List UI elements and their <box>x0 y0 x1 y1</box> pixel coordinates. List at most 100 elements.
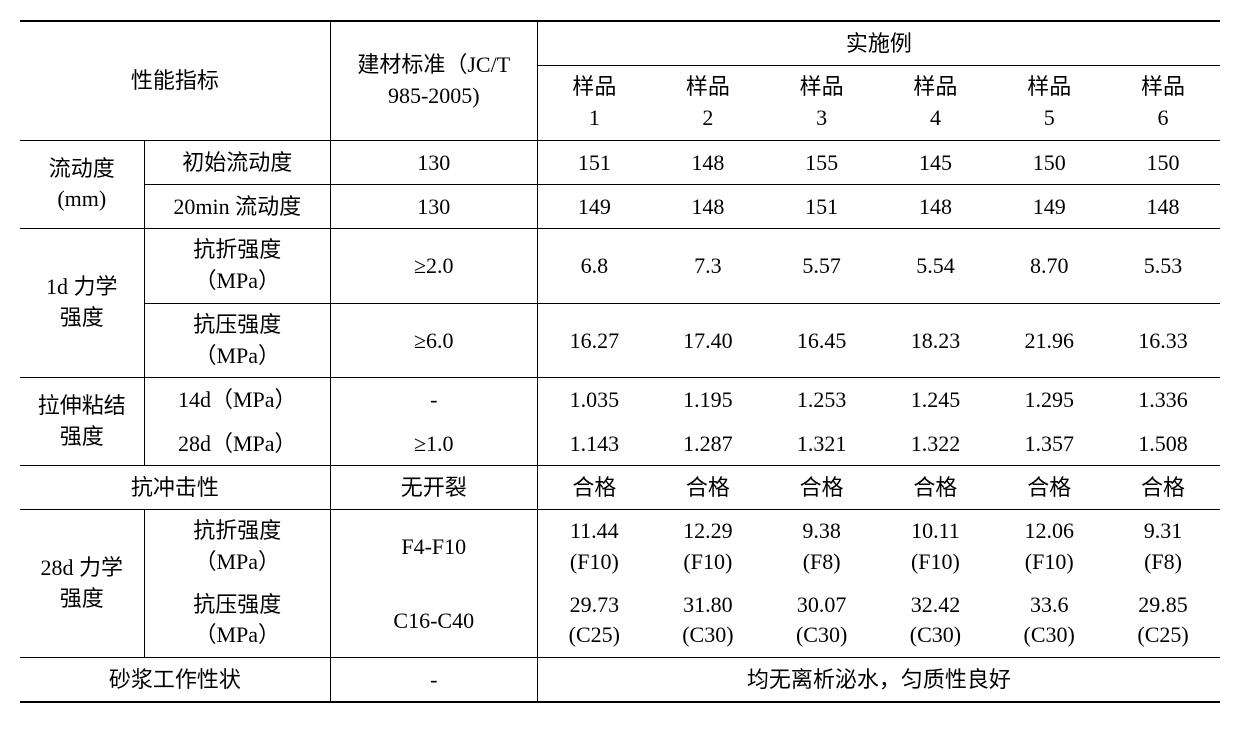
cell: 11.44(F10) <box>537 509 651 583</box>
cell: 1.287 <box>651 422 765 466</box>
cell: 16.45 <box>765 303 879 378</box>
cell: 148 <box>879 184 993 228</box>
bond-28d-name: 28d（MPa） <box>144 422 330 466</box>
d28-flex-std: F4-F10 <box>330 509 537 583</box>
cell: 8.70 <box>992 229 1106 304</box>
cell: 148 <box>651 140 765 184</box>
sample-1: 样品1 <box>537 66 651 141</box>
sample-6: 样品6 <box>1106 66 1220 141</box>
bond-28d-std: ≥1.0 <box>330 422 537 466</box>
cell: 1.295 <box>992 378 1106 422</box>
val: 10.11 <box>911 518 960 543</box>
cell: 148 <box>651 184 765 228</box>
cell: 6.8 <box>537 229 651 304</box>
flow-20min-std: 130 <box>330 184 537 228</box>
cell: 150 <box>1106 140 1220 184</box>
cell: 1.336 <box>1106 378 1220 422</box>
d28-comp-std: C16-C40 <box>330 584 537 658</box>
cell: 合格 <box>765 465 879 509</box>
cell: 151 <box>537 140 651 184</box>
cell: 18.23 <box>879 303 993 378</box>
grade: (C30) <box>682 622 733 647</box>
d28-label: 28d 力学强度 <box>20 509 144 657</box>
val: 9.38 <box>802 518 841 543</box>
cell: 17.40 <box>651 303 765 378</box>
d28-flex-name: 抗折强度（MPa） <box>144 509 330 583</box>
workability-row: 砂浆工作性状 - 均无离析泌水，匀质性良好 <box>20 658 1220 703</box>
work-note: 均无离析泌水，匀质性良好 <box>537 658 1220 703</box>
cell: 29.85(C25) <box>1106 584 1220 658</box>
cell: 1.035 <box>537 378 651 422</box>
cell: 149 <box>992 184 1106 228</box>
cell: 合格 <box>992 465 1106 509</box>
grade: (F8) <box>803 549 841 574</box>
bond-14d-name: 14d（MPa） <box>144 378 330 422</box>
flow-initial-name: 初始流动度 <box>144 140 330 184</box>
val: 12.06 <box>1024 518 1074 543</box>
grade: (F10) <box>1025 549 1074 574</box>
d1-label: 1d 力学强度 <box>20 229 144 378</box>
grade: (C30) <box>910 622 961 647</box>
cell: 30.07(C30) <box>765 584 879 658</box>
cell: 145 <box>879 140 993 184</box>
grade: (F10) <box>683 549 732 574</box>
table-header-row: 性能指标 建材标准（JC/T 985-2005) 实施例 <box>20 21 1220 66</box>
cell: 33.6 (C30) <box>992 584 1106 658</box>
cell: 合格 <box>1106 465 1220 509</box>
cell: 29.73(C25) <box>537 584 651 658</box>
val: 30.07 <box>797 592 847 617</box>
sample-2: 样品2 <box>651 66 765 141</box>
cell: 1.253 <box>765 378 879 422</box>
bond-28d-row: 28d（MPa） ≥1.0 1.143 1.287 1.321 1.322 1.… <box>20 422 1220 466</box>
val: 12.29 <box>683 518 733 543</box>
cell: 31.80 (C30) <box>651 584 765 658</box>
cell: 149 <box>537 184 651 228</box>
cell: 合格 <box>651 465 765 509</box>
cell: 150 <box>992 140 1106 184</box>
val: 9.31 <box>1144 518 1183 543</box>
cell: 7.3 <box>651 229 765 304</box>
flow-20min-row: 20min 流动度 130 149 148 151 148 149 148 <box>20 184 1220 228</box>
val: 33.6 <box>1030 592 1069 617</box>
cell: 1.321 <box>765 422 879 466</box>
cell: 155 <box>765 140 879 184</box>
d1-comp-row: 抗压强度（MPa） ≥6.0 16.27 17.40 16.45 18.23 2… <box>20 303 1220 378</box>
cell: 9.38 (F8) <box>765 509 879 583</box>
cell: 1.245 <box>879 378 993 422</box>
col-metric: 性能指标 <box>20 21 330 140</box>
cell: 21.96 <box>992 303 1106 378</box>
grade: (C30) <box>1024 622 1075 647</box>
cell: 32.42 (C30) <box>879 584 993 658</box>
cell: 5.57 <box>765 229 879 304</box>
cell: 148 <box>1106 184 1220 228</box>
cell: 12.29 (F10) <box>651 509 765 583</box>
cell: 1.195 <box>651 378 765 422</box>
cell: 151 <box>765 184 879 228</box>
flow-initial-row: 流动度(mm) 初始流动度 130 151 148 155 145 150 15… <box>20 140 1220 184</box>
val: 32.42 <box>911 592 961 617</box>
col-examples: 实施例 <box>537 21 1220 66</box>
cell: 16.27 <box>537 303 651 378</box>
val: 31.80 <box>683 592 733 617</box>
val: 11.44 <box>570 518 619 543</box>
cell: 12.06 (F10) <box>992 509 1106 583</box>
impact-label: 抗冲击性 <box>20 465 330 509</box>
flow-label: 流动度(mm) <box>20 140 144 228</box>
impact-row: 抗冲击性 无开裂 合格 合格 合格 合格 合格 合格 <box>20 465 1220 509</box>
bond-14d-row: 拉伸粘结强度 14d（MPa） - 1.035 1.195 1.253 1.24… <box>20 378 1220 422</box>
d1-flex-name: 抗折强度（MPa） <box>144 229 330 304</box>
grade: (F8) <box>1144 549 1182 574</box>
sample-5: 样品5 <box>992 66 1106 141</box>
d1-comp-name: 抗压强度（MPa） <box>144 303 330 378</box>
cell: 5.53 <box>1106 229 1220 304</box>
sample-4: 样品4 <box>879 66 993 141</box>
cell: 1.357 <box>992 422 1106 466</box>
work-label: 砂浆工作性状 <box>20 658 330 703</box>
cell: 9.31 (F8) <box>1106 509 1220 583</box>
d1-comp-std: ≥6.0 <box>330 303 537 378</box>
standard-text: 建材标准（JC/T 985-2005) <box>357 52 510 108</box>
cell: 1.322 <box>879 422 993 466</box>
grade: (C25) <box>1137 622 1188 647</box>
flow-initial-std: 130 <box>330 140 537 184</box>
cell: 合格 <box>879 465 993 509</box>
